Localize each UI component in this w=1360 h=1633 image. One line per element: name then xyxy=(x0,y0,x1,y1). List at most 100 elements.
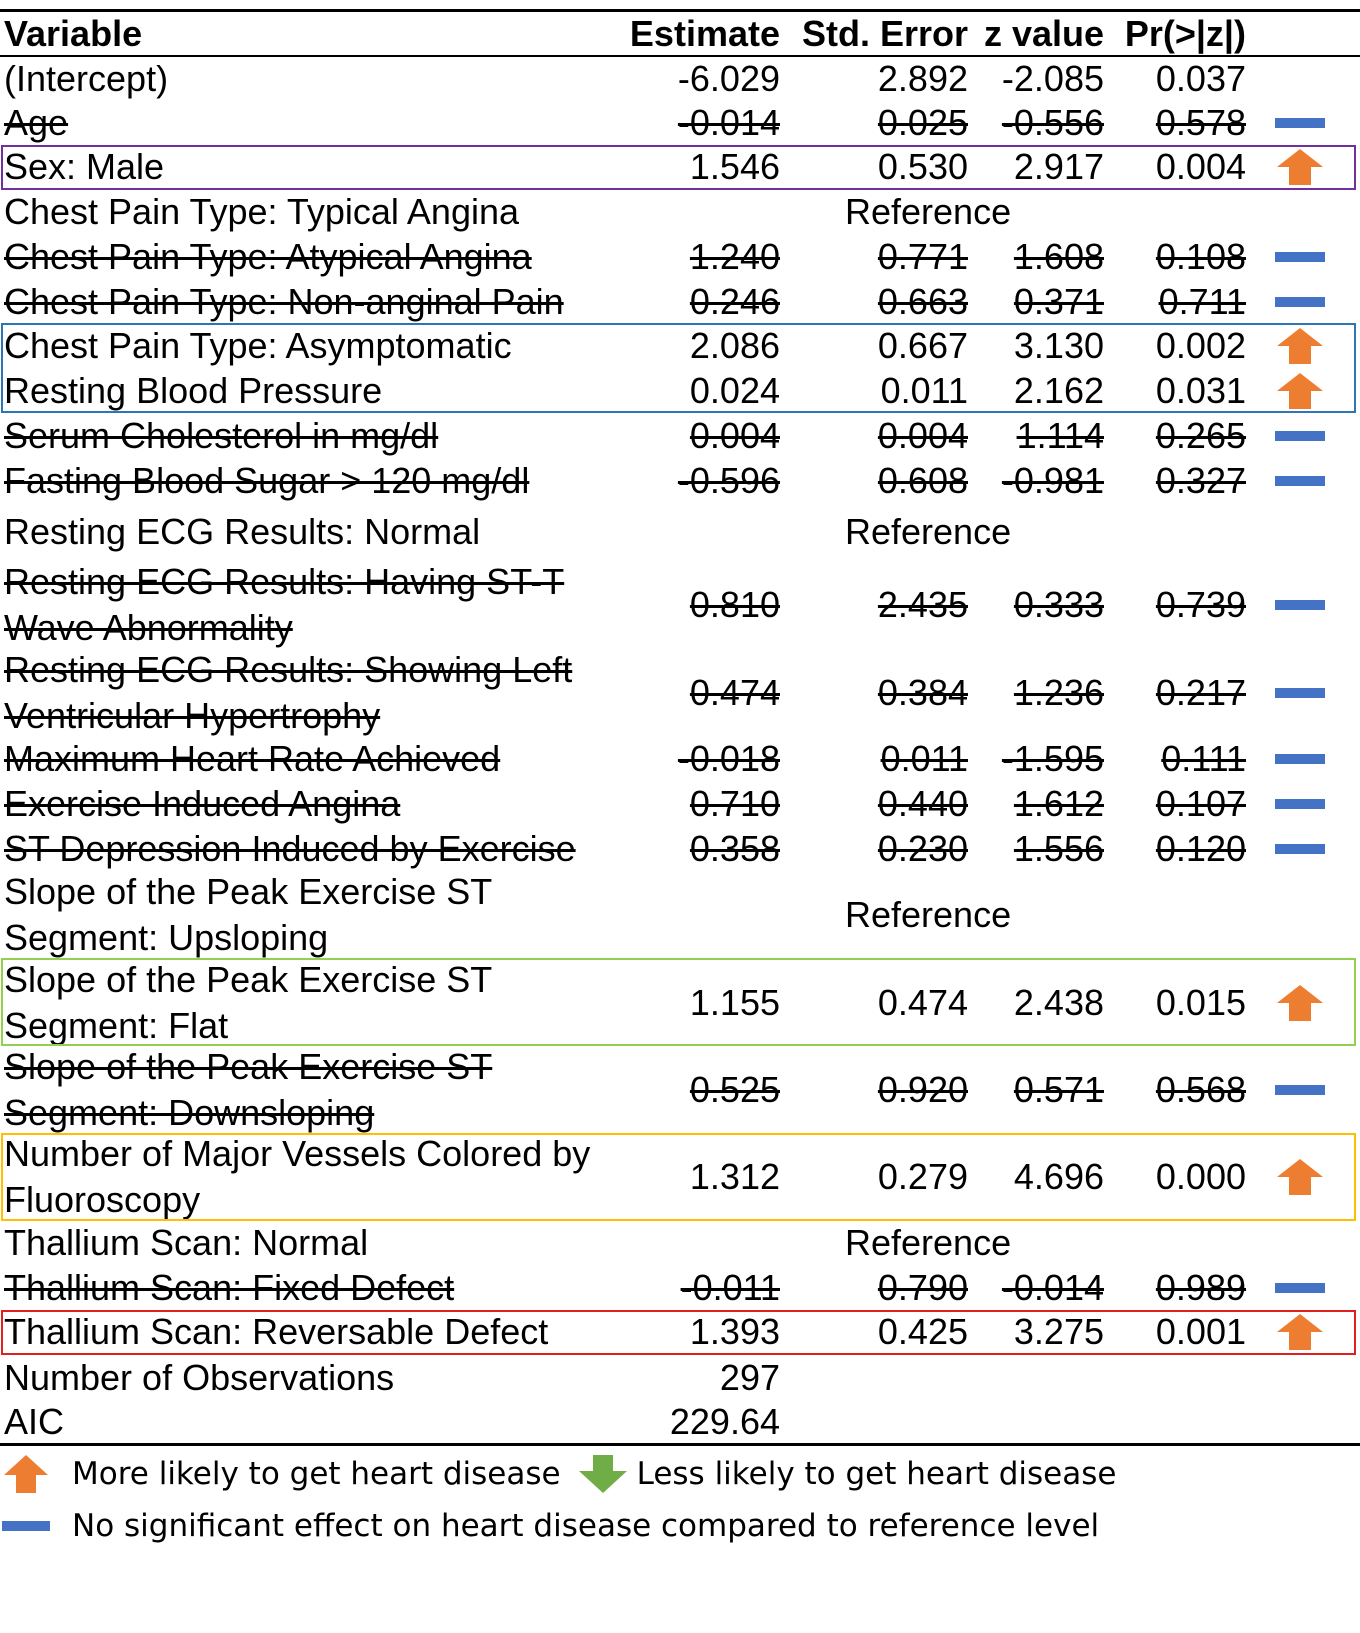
estimate-cell-text: 0.525 xyxy=(689,1069,780,1110)
std-error-cell-text: 0.230 xyxy=(877,827,968,869)
reference-cell-text: Reference xyxy=(845,1222,1012,1263)
variable-cell: Number of Major Vessels Colored by Fluor… xyxy=(4,1133,604,1221)
up-arrow-icon xyxy=(4,1455,48,1493)
std-error-cell-text: 0.279 xyxy=(877,1156,968,1197)
estimate-cell-text: 1.240 xyxy=(689,235,780,277)
legend-row-2: No significant effect on heart disease c… xyxy=(0,1498,1099,1554)
estimate-cell-text: 0.004 xyxy=(689,414,780,456)
table-row: Sex: Male 1.546 0.530 2.917 0.004 xyxy=(0,145,1360,189)
header-z-value: z value xyxy=(983,12,1104,54)
legend-no-effect: No significant effect on heart disease c… xyxy=(72,1508,1100,1544)
up-arrow-icon xyxy=(1270,1309,1330,1355)
z-value-cell: 1.114 xyxy=(968,413,1104,458)
p-value-cell: 0.002 xyxy=(1104,323,1246,368)
no-effect-dash-icon xyxy=(2,1521,50,1531)
table-row: Resting ECG Results: Having ST-T Wave Ab… xyxy=(0,561,1360,649)
std-error-cell-text: 0.608 xyxy=(877,459,968,501)
z-value-cell-text: 4.696 xyxy=(1013,1156,1104,1197)
up-arrow-icon xyxy=(1270,145,1330,189)
z-value-cell: 2.162 xyxy=(968,368,1104,413)
z-value-cell-text: -2.085 xyxy=(1001,58,1104,99)
no-effect-dash-icon xyxy=(1270,101,1330,145)
variable-cell-text: Serum Cholesterol in mg/dl xyxy=(4,414,439,456)
z-value-cell: 0.571 xyxy=(968,1047,1104,1133)
z-value-cell-text: -0.014 xyxy=(1001,1266,1104,1308)
z-value-cell-text: 0.333 xyxy=(1013,584,1104,625)
estimate-cell: 1.546 xyxy=(600,145,780,189)
table-row: Serum Cholesterol in mg/dl 0.004 0.004 1.11… xyxy=(0,413,1360,458)
variable-cell-text: Resting ECG Results: Showing Left Ventri… xyxy=(4,649,573,736)
variable-cell-text: Thallium Scan: Reversable Defect xyxy=(4,1311,549,1352)
variable-cell-text: Chest Pain Type: Typical Angina xyxy=(4,191,520,232)
estimate-cell: 0.246 xyxy=(600,279,780,324)
z-value-cell-text: -1.595 xyxy=(1001,738,1104,779)
std-error-cell: 0.771 xyxy=(780,234,968,279)
table-row: Thallium Scan: Fixed Defect -0.011 0.790 -0… xyxy=(0,1265,1360,1310)
p-value-cell-text: 0.120 xyxy=(1155,827,1246,869)
observations-label: Number of Observations xyxy=(4,1357,395,1398)
z-value-cell-text: 1.608 xyxy=(1013,235,1104,277)
aic-row: AIC 229.64 xyxy=(0,1400,1360,1444)
p-value-cell-text: 0.111 xyxy=(1161,738,1246,779)
variable-cell-text: Exercise Induced Angina xyxy=(4,782,401,824)
z-value-cell-text: -0.981 xyxy=(1001,459,1104,501)
estimate-cell: 2.086 xyxy=(600,323,780,368)
legend-more-likely: More likely to get heart disease xyxy=(72,1456,561,1492)
reference-cell-text: Reference xyxy=(845,191,1012,232)
p-value-cell: 0.000 xyxy=(1104,1133,1246,1221)
variable-cell: (Intercept) xyxy=(4,57,604,101)
variable-cell-text: Maximum Heart Rate Achieved xyxy=(4,738,501,779)
estimate-cell-text: 1.393 xyxy=(689,1311,780,1352)
std-error-cell: 0.663 xyxy=(780,279,968,324)
estimate-cell: -0.596 xyxy=(600,458,780,503)
table-row: Slope of the Peak Exercise ST Segment: U… xyxy=(0,871,1360,959)
p-value-cell-text: 0.037 xyxy=(1155,58,1246,99)
variable-cell: Serum Cholesterol in mg/dl xyxy=(4,413,604,458)
estimate-cell: 1.240 xyxy=(600,234,780,279)
variable-cell: Thallium Scan: Normal xyxy=(4,1221,604,1265)
std-error-cell-text: 0.790 xyxy=(877,1266,968,1308)
std-error-cell: 0.667 xyxy=(780,323,968,368)
table-row: Number of Major Vessels Colored by Fluor… xyxy=(0,1133,1360,1221)
legend-row-1: More likely to get heart disease Less li… xyxy=(0,1446,1116,1502)
z-value-cell-text: 0.371 xyxy=(1013,280,1104,322)
no-effect-dash-icon xyxy=(1270,1265,1330,1310)
p-value-cell-text: 0.568 xyxy=(1155,1069,1246,1110)
aic-value: 229.64 xyxy=(669,1401,780,1442)
reference-cell: Reference xyxy=(800,503,1100,561)
variable-cell-text: Fasting Blood Sugar > 120 mg/dl xyxy=(4,459,530,501)
std-error-cell: 0.790 xyxy=(780,1265,968,1310)
std-error-cell: 0.025 xyxy=(780,101,968,145)
variable-cell: Chest Pain Type: Typical Angina xyxy=(4,190,604,234)
std-error-cell-text: 0.663 xyxy=(877,280,968,322)
variable-cell: Maximum Heart Rate Achieved xyxy=(4,737,604,781)
z-value-cell: 4.696 xyxy=(968,1133,1104,1221)
p-value-cell: 0.001 xyxy=(1104,1309,1246,1355)
std-error-cell: 0.230 xyxy=(780,826,968,871)
estimate-cell-text: 0.024 xyxy=(689,369,780,411)
p-value-cell: 0.739 xyxy=(1104,561,1246,649)
p-value-cell: 0.037 xyxy=(1104,57,1246,101)
observations-value: 297 xyxy=(719,1357,780,1398)
table-row: Thallium Scan: Normal Reference xyxy=(0,1221,1360,1265)
std-error-cell: 0.474 xyxy=(780,959,968,1047)
variable-cell-text: Number of Major Vessels Colored by Fluor… xyxy=(4,1133,591,1220)
variable-cell: Resting ECG Results: Having ST-T Wave Ab… xyxy=(4,561,604,649)
table-row: Maximum Heart Rate Achieved -0.018 0.011 -1… xyxy=(0,737,1360,781)
p-value-cell-text: 0.031 xyxy=(1155,369,1246,411)
p-value-cell: 0.004 xyxy=(1104,145,1246,189)
z-value-cell-text: 1.612 xyxy=(1013,782,1104,824)
estimate-cell: 0.004 xyxy=(600,413,780,458)
z-value-cell-text: 1.556 xyxy=(1013,827,1104,869)
variable-cell: Fasting Blood Sugar > 120 mg/dl xyxy=(4,458,604,503)
up-arrow-icon xyxy=(1270,959,1330,1047)
table-top-rule xyxy=(0,9,1360,12)
p-value-cell-text: 0.001 xyxy=(1155,1311,1246,1352)
table-row: Fasting Blood Sugar > 120 mg/dl -0.596 0.6… xyxy=(0,458,1360,503)
std-error-cell: 0.920 xyxy=(780,1047,968,1133)
no-effect-dash-icon xyxy=(1270,737,1330,781)
p-value-cell-text: 0.265 xyxy=(1155,414,1246,456)
p-value-cell: 0.107 xyxy=(1104,781,1246,826)
header-rule xyxy=(0,55,1360,57)
std-error-cell-text: 0.530 xyxy=(877,146,968,187)
